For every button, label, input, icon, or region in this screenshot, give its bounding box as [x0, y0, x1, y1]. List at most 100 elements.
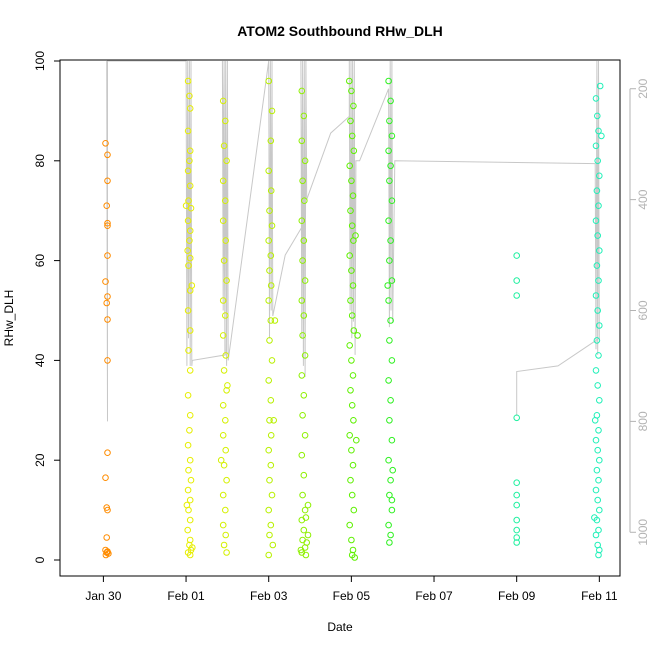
data-point-series-0-10 [104, 316, 111, 323]
data-point-series-5-15 [347, 297, 354, 304]
data-point-series-2-15 [223, 387, 230, 394]
data-point-series-5-26 [349, 461, 357, 469]
data-point-series-0-12 [104, 449, 111, 457]
data-point-series-2-2 [220, 142, 228, 150]
x-tick-label-3: Feb 05 [333, 589, 371, 603]
data-point-series-8-16 [593, 337, 601, 344]
data-point-series-1-23 [186, 427, 193, 434]
data-point-series-4-12 [299, 332, 306, 339]
data-point-series-2-27 [223, 549, 230, 556]
data-point-series-8-37 [596, 82, 604, 90]
pressure-trace-layer [106, 60, 600, 422]
data-point-series-2-6 [219, 217, 227, 224]
data-point-series-4-4 [299, 177, 306, 185]
data-point-series-2-23 [222, 506, 229, 514]
data-point-series-0-2 [104, 177, 111, 185]
data-point-series-3-27 [269, 541, 277, 549]
data-point-series-8-13 [592, 292, 600, 299]
plot-frame [59, 59, 621, 577]
data-point-series-2-13 [222, 352, 229, 359]
data-point-series-0-11 [104, 357, 111, 364]
data-point-series-0-16 [103, 534, 110, 541]
data-point-series-3-3 [265, 167, 273, 175]
data-point-series-8-3 [592, 142, 600, 150]
data-point-series-6-28 [389, 466, 397, 474]
data-point-series-1-18 [186, 327, 194, 334]
x-tick-label-1: Feb 01 [167, 589, 205, 603]
data-point-series-7-9 [513, 534, 521, 541]
data-point-series-1-3 [184, 127, 192, 135]
data-point-series-8-18 [592, 367, 600, 374]
data-point-series-4-2 [298, 137, 306, 145]
data-point-series-5-8 [349, 192, 357, 199]
data-point-series-8-20 [596, 397, 603, 404]
data-point-series-2-21 [223, 476, 230, 484]
data-point-series-6-15 [388, 357, 396, 364]
data-point-series-6-12 [385, 297, 392, 304]
data-point-series-1-4 [186, 147, 194, 155]
data-point-series-4-0 [298, 87, 306, 95]
data-point-series-4-10 [298, 297, 306, 304]
y-axis-left: 0 20 40 60 80 100 [33, 51, 60, 563]
data-point-series-5-9 [347, 207, 354, 214]
data-point-series-3-4 [267, 187, 275, 194]
data-point-series-8-30 [596, 506, 603, 514]
x-axis-title: Date [327, 620, 353, 634]
data-point-series-1-14 [186, 254, 194, 262]
y-right-tick-label-3: 800 [636, 411, 650, 431]
data-point-series-1-17 [184, 307, 192, 314]
data-point-series-7-6 [513, 501, 521, 509]
data-point-series-7-1 [513, 277, 521, 284]
data-point-series-1-22 [186, 412, 194, 419]
data-point-series-3-6 [268, 222, 276, 229]
data-point-series-2-4 [219, 177, 227, 185]
y-tick-label-5: 100 [33, 51, 47, 71]
data-point-series-3-13 [266, 337, 273, 344]
data-point-series-8-7 [595, 202, 602, 209]
data-point-series-0-15 [104, 506, 111, 514]
data-point-series-5-25 [348, 446, 355, 454]
data-point-series-1-27 [187, 476, 195, 484]
data-point-series-2-7 [222, 237, 229, 244]
data-point-series-7-2 [513, 292, 521, 299]
data-point-series-4-7 [300, 237, 308, 244]
data-point-series-3-25 [266, 531, 273, 539]
y-tick-label-3: 60 [33, 254, 47, 268]
data-point-series-4-8 [299, 257, 306, 264]
data-point-series-8-19 [594, 382, 602, 389]
data-point-series-4-18 [298, 451, 306, 459]
data-point-series-4-29 [304, 531, 312, 539]
data-point-series-5-34 [351, 554, 359, 561]
data-point-series-5-12 [346, 252, 354, 259]
data-point-series-6-19 [388, 436, 396, 444]
data-point-series-6-14 [386, 337, 393, 344]
data-point-series-2-14 [220, 367, 228, 374]
data-point-series-2-28 [217, 456, 225, 464]
data-point-series-6-11 [388, 277, 396, 284]
data-point-series-5-5 [350, 147, 358, 155]
data-point-series-5-6 [346, 162, 354, 170]
y-right-tick-label-0: 200 [636, 78, 650, 98]
data-point-series-0-1 [104, 151, 111, 159]
data-point-series-8-4 [594, 157, 602, 165]
data-point-series-6-10 [386, 257, 393, 264]
data-point-series-7-10 [513, 539, 521, 546]
data-point-series-4-23 [300, 526, 308, 534]
data-point-series-8-24 [594, 446, 602, 454]
data-point-series-8-26 [593, 466, 601, 474]
data-point-series-5-7 [348, 177, 355, 185]
data-point-series-2-26 [220, 541, 228, 549]
data-point-series-3-29 [271, 317, 279, 324]
data-point-series-5-32 [349, 546, 357, 554]
data-point-series-5-35 [353, 436, 360, 444]
data-point-series-3-12 [267, 317, 275, 324]
data-point-series-2-18 [219, 432, 227, 439]
data-point-series-4-17 [301, 432, 309, 439]
data-point-series-8-8 [592, 217, 600, 224]
data-point-series-7-3 [513, 414, 521, 422]
data-point-series-6-20 [385, 456, 392, 464]
data-point-series-6-8 [385, 217, 392, 224]
data-point-series-3-0 [265, 77, 273, 85]
data-point-series-8-35 [596, 546, 603, 554]
